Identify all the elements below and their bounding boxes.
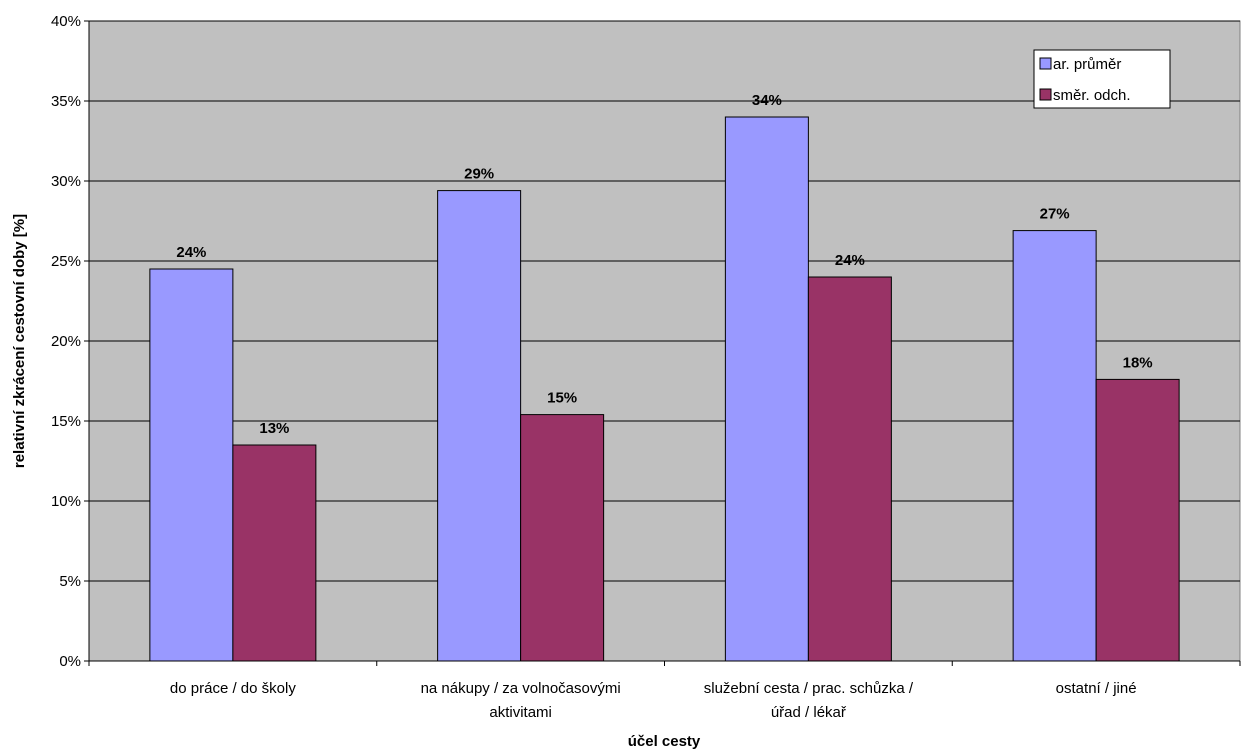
data-label: 24% [835, 252, 865, 269]
data-label: 15% [547, 390, 577, 407]
x-tick-label: služební cesta / prac. schůzka / úřad / l… [704, 680, 914, 721]
legend-swatch-std [1039, 88, 1052, 101]
bar-std [520, 414, 605, 662]
y-tick-label: 25% [51, 253, 81, 270]
data-label: 27% [1040, 206, 1070, 223]
x-tick-labels: do práce / do školy na nákupy / za volnoč… [170, 680, 1137, 721]
bar-avg [1012, 230, 1097, 662]
legend-label-std: směr. odch. [1053, 87, 1131, 104]
y-tick-label: 0% [59, 653, 81, 670]
bars [149, 116, 1180, 662]
legend: ar. průměr směr. odch. [1033, 49, 1171, 109]
bar-std [807, 276, 892, 662]
y-tick-label: 35% [51, 93, 81, 110]
legend-swatch-avg [1039, 57, 1052, 70]
legend-box [1033, 49, 1171, 109]
y-tick-label: 40% [51, 13, 81, 30]
bar-avg [724, 116, 809, 662]
legend-label-avg: ar. průměr [1053, 56, 1121, 73]
data-labels: 24% 29% 34% 27% 13% 15% 24% 18% [176, 92, 1152, 437]
y-tick-labels: 0% 5% 10% 15% 20% 25% 30% 35% 40% [51, 13, 81, 670]
data-label: 18% [1123, 354, 1153, 371]
data-label: 34% [752, 92, 782, 109]
axes [84, 20, 1241, 666]
data-label: 29% [464, 166, 494, 183]
x-tick-label: do práce / do školy [170, 680, 296, 697]
bar-avg [149, 268, 234, 662]
x-tick-label: ostatní / jiné [1056, 680, 1137, 697]
y-tick-label: 15% [51, 413, 81, 430]
y-axis-title: relativní zkrácení cestovní doby [%] [11, 214, 28, 468]
bar-std [232, 444, 317, 662]
y-tick-label: 20% [51, 333, 81, 350]
bar-std [1095, 378, 1180, 662]
y-tick-label: 30% [51, 173, 81, 190]
data-label: 13% [259, 420, 289, 437]
bar-avg [437, 190, 522, 662]
y-tick-label: 10% [51, 493, 81, 510]
y-tick-label: 5% [59, 573, 81, 590]
x-axis-title: účel cesty [628, 733, 701, 750]
data-label: 24% [176, 244, 206, 261]
x-tick-label: na nákupy / za volnočasovými aktivitami [421, 680, 621, 721]
